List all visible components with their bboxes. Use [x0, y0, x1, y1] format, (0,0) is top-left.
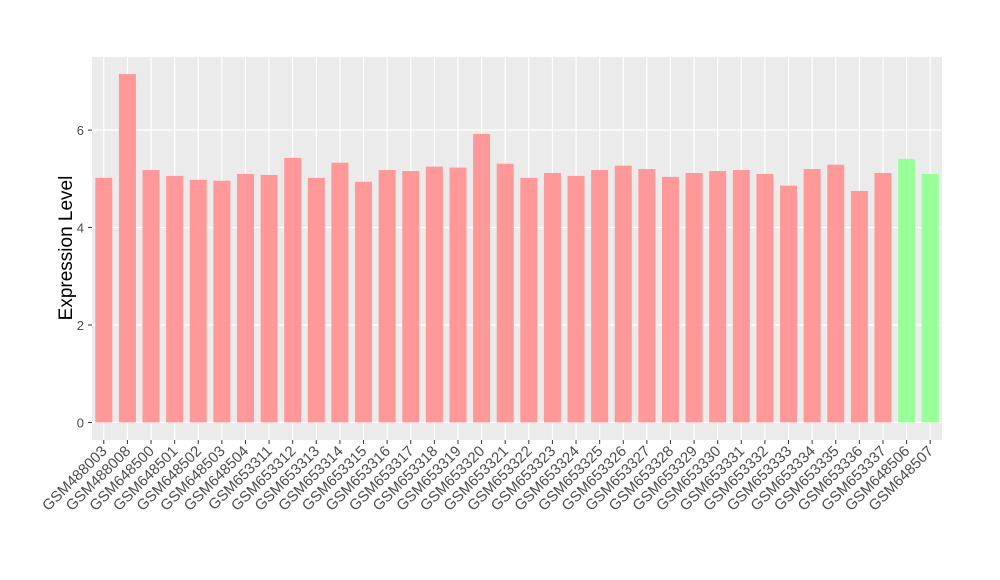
bar [236, 173, 254, 423]
bar [709, 171, 727, 423]
bar [449, 167, 467, 423]
y-tick-label: 6 [77, 123, 84, 138]
bar [780, 185, 798, 423]
bar [118, 74, 136, 423]
y-axis-label: Expression Level [56, 176, 77, 321]
bar [213, 180, 231, 423]
bar [638, 169, 656, 423]
bar [591, 170, 609, 423]
bar [425, 166, 443, 423]
bar [803, 169, 821, 423]
bar [543, 172, 561, 423]
bar [189, 179, 207, 423]
bar [402, 171, 420, 423]
bar [921, 173, 939, 423]
bar [874, 172, 892, 423]
bar [732, 170, 750, 423]
plot-panel [92, 57, 942, 440]
bar [496, 163, 514, 423]
bar [95, 177, 113, 423]
bar [331, 162, 349, 423]
bar [355, 181, 373, 423]
bar [827, 164, 845, 423]
bar [378, 170, 396, 423]
bar [898, 158, 916, 423]
bar [520, 177, 538, 423]
y-tick-label: 0 [77, 415, 84, 430]
bar [142, 170, 160, 423]
bar [850, 191, 868, 423]
bar [473, 133, 491, 423]
bar [685, 172, 703, 423]
bar [307, 177, 325, 423]
bar [756, 173, 774, 423]
bar [260, 174, 278, 423]
y-tick-label: 4 [77, 221, 84, 236]
bar [166, 175, 184, 423]
y-tick-label: 2 [77, 318, 84, 333]
bar [284, 157, 302, 423]
bar [567, 175, 585, 423]
bar [614, 165, 632, 423]
bar [661, 176, 679, 423]
